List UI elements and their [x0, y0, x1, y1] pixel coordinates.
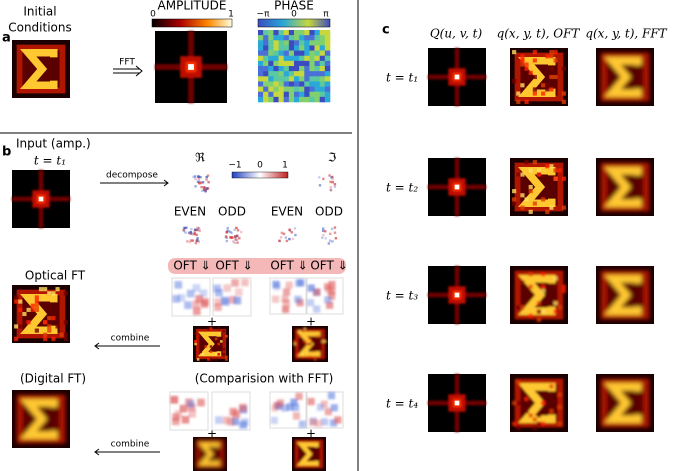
tick-label: 1 [228, 10, 234, 20]
colorbar-title: PHASE [274, 0, 314, 13]
tick-label: −1 [228, 161, 241, 171]
title: Conditions [8, 21, 72, 35]
spectrum-image [12, 170, 70, 228]
tick-label: 0 [150, 10, 156, 20]
panel-label: a [2, 31, 11, 46]
part-label: EVEN [271, 205, 303, 219]
title: (Digital FT) [20, 372, 86, 386]
arrow-label: combine [111, 440, 150, 450]
component-image [176, 220, 206, 250]
row-label: t = t₂ [386, 181, 418, 195]
part-label: ODD [315, 205, 343, 219]
component-image [312, 168, 342, 198]
phase-image [258, 30, 331, 103]
tick-label: 0 [291, 10, 297, 20]
part-label: EVEN [174, 205, 206, 219]
sigma-image [12, 40, 70, 98]
oft-image [171, 277, 211, 317]
sigma-image [596, 48, 654, 106]
oft-image [269, 277, 307, 315]
panel-label: b [2, 145, 11, 160]
oft-band [168, 258, 346, 274]
tick-label: π [323, 10, 329, 20]
time-label: t = t₁ [34, 154, 66, 168]
sigma-image [510, 48, 568, 106]
plus: + [306, 427, 316, 441]
title: Initial [23, 5, 56, 19]
real-label: ℜ [195, 151, 205, 165]
sigma-image [510, 158, 568, 216]
title: Input (amp.) [16, 137, 91, 151]
plus: + [207, 427, 217, 441]
row-label: t = t₁ [386, 71, 418, 85]
oft-image [211, 391, 251, 431]
sigma-image [12, 390, 70, 448]
dividers [0, 0, 359, 471]
sigma-image [596, 158, 654, 216]
spectrum-image [155, 31, 227, 103]
sigma-image [596, 266, 654, 324]
panel-label: c [382, 23, 390, 38]
component-image [314, 220, 344, 250]
arrow [100, 179, 169, 187]
tick-label: 1 [282, 161, 288, 171]
row-label: t = t₄ [386, 397, 418, 411]
plus: + [207, 315, 217, 329]
sigma-image [510, 266, 568, 324]
arrow [94, 342, 160, 350]
plus: + [306, 315, 316, 329]
oft-image [169, 391, 209, 431]
arrow [113, 65, 143, 77]
tick-label: −π [257, 10, 271, 20]
row-label: t = t₃ [386, 289, 418, 303]
sigma-image [193, 437, 227, 471]
sigma-image [510, 374, 568, 432]
sigma-image [292, 437, 326, 471]
sigma-image [596, 374, 654, 432]
images [12, 30, 654, 471]
oft-image [212, 277, 252, 317]
imag-label: ℑ [328, 151, 336, 165]
spectrum-image [428, 374, 486, 432]
oft-label: OFT ⇓ [310, 259, 347, 273]
arrow-label: combine [111, 334, 150, 344]
component-image [185, 168, 215, 198]
title: Optical FT [25, 269, 86, 283]
column-title: Q(u, v, t) [430, 27, 483, 41]
colorbar [257, 18, 331, 28]
oft-image [306, 391, 344, 429]
oft-label: OFT ⇓ [270, 259, 307, 273]
sigma-image [193, 326, 229, 362]
column-title: q(x, y, t), OFT [497, 27, 581, 41]
sigma-image [12, 285, 70, 343]
sigma-image [292, 326, 328, 362]
colorbar [151, 18, 233, 28]
component-image [272, 220, 302, 250]
component-image [218, 220, 248, 250]
spectrum-image [428, 48, 486, 106]
oft-image [269, 391, 307, 429]
tick-label: 0 [257, 161, 263, 171]
colorbar [231, 171, 289, 179]
oft-label: OFT ⇓ [215, 259, 252, 273]
oft-image [306, 277, 344, 315]
colorbar-title: AMPLITUDE [158, 0, 227, 13]
oft-label: OFT ⇓ [173, 259, 210, 273]
spectrum-image [428, 158, 486, 216]
arrow [94, 448, 160, 456]
title: (Comparision with FFT) [195, 372, 334, 386]
spectrum-image [428, 266, 486, 324]
arrow-label: FFT [119, 58, 135, 68]
column-title: q(x, y, t), FFT [585, 27, 667, 41]
part-label: ODD [218, 205, 246, 219]
arrow-label: decompose [106, 171, 158, 181]
